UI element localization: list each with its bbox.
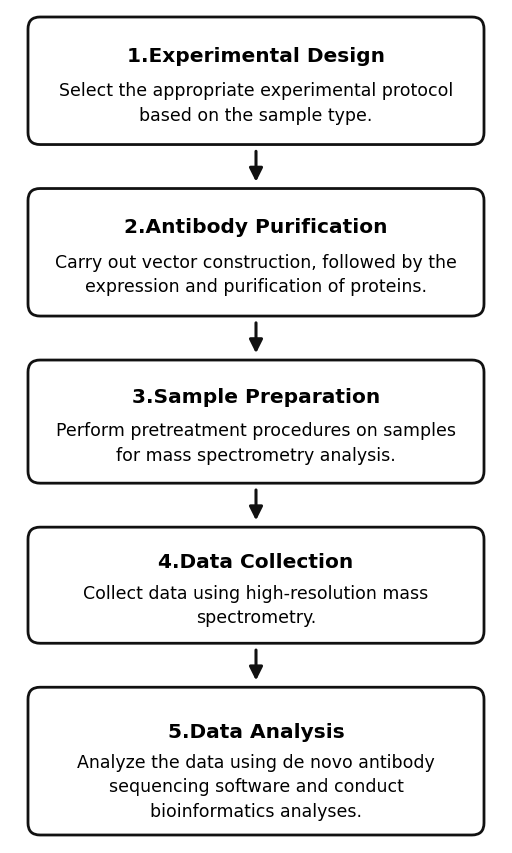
Text: Collect data using high-resolution mass
spectrometry.: Collect data using high-resolution mass … bbox=[83, 584, 429, 626]
Text: Select the appropriate experimental protocol
based on the sample type.: Select the appropriate experimental prot… bbox=[59, 82, 453, 125]
FancyBboxPatch shape bbox=[28, 18, 484, 145]
Text: 1.Experimental Design: 1.Experimental Design bbox=[127, 47, 385, 66]
Text: 5.Data Analysis: 5.Data Analysis bbox=[167, 722, 345, 741]
Text: 2.Antibody Purification: 2.Antibody Purification bbox=[124, 218, 388, 237]
Text: Perform pretreatment procedures on samples
for mass spectrometry analysis.: Perform pretreatment procedures on sampl… bbox=[56, 422, 456, 464]
FancyBboxPatch shape bbox=[28, 527, 484, 643]
Text: 4.Data Collection: 4.Data Collection bbox=[158, 553, 354, 572]
FancyBboxPatch shape bbox=[28, 361, 484, 484]
Text: Carry out vector construction, followed by the
expression and purification of pr: Carry out vector construction, followed … bbox=[55, 253, 457, 296]
FancyBboxPatch shape bbox=[28, 688, 484, 835]
Text: 3.Sample Preparation: 3.Sample Preparation bbox=[132, 388, 380, 407]
Text: Analyze the data using de novo antibody
sequencing software and conduct
bioinfor: Analyze the data using de novo antibody … bbox=[77, 753, 435, 820]
FancyBboxPatch shape bbox=[28, 189, 484, 316]
